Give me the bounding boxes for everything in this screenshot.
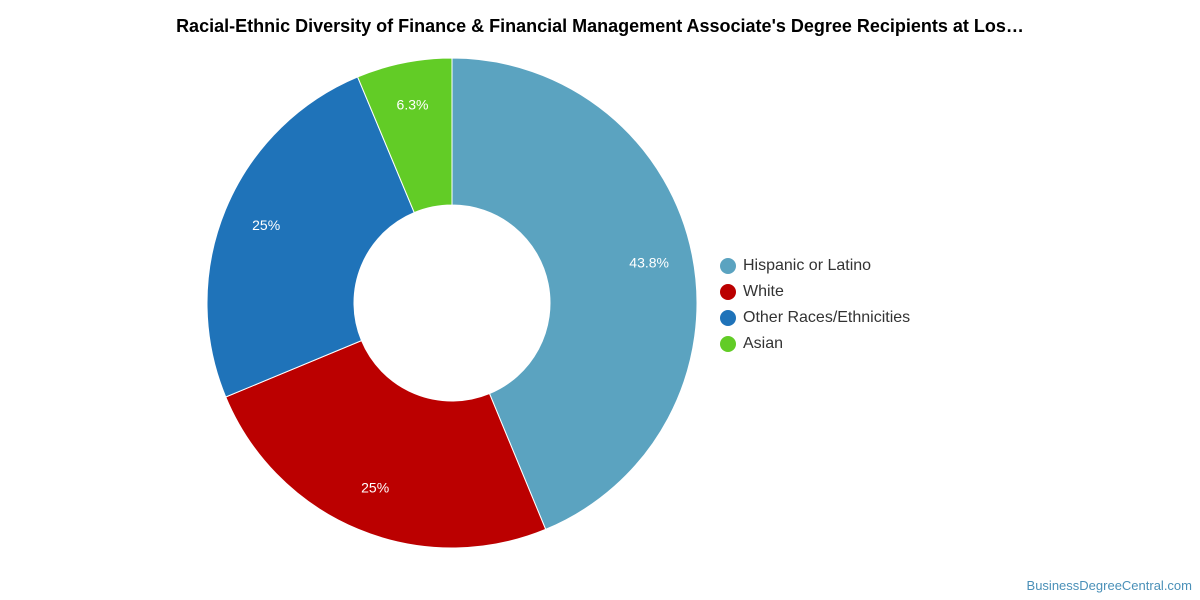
chart-legend: Hispanic or Latino White Other Races/Eth…: [720, 253, 910, 357]
data-label: 6.3%: [397, 97, 429, 113]
donut-slice-asian[interactable]: [356, 57, 453, 214]
legend-marker: [720, 284, 736, 300]
data-label: 25%: [361, 479, 389, 495]
legend-marker: [720, 258, 736, 274]
site-watermark[interactable]: BusinessDegreeCentral.com: [1026, 578, 1192, 593]
legend-item-asian[interactable]: Asian: [720, 331, 910, 357]
legend-label: White: [743, 283, 784, 300]
data-label: 43.8%: [629, 255, 669, 271]
legend-label: Other Races/Ethnicities: [743, 309, 911, 326]
donut-slice-hispanic-or-latino[interactable]: [451, 57, 698, 531]
legend-item-white[interactable]: White: [720, 279, 910, 305]
donut-slice-other-races-ethnicities[interactable]: [206, 76, 415, 398]
legend-item-hispanic-or-latino[interactable]: Hispanic or Latino: [720, 253, 910, 279]
donut-slice-white[interactable]: [225, 339, 547, 549]
legend-marker: [720, 336, 736, 352]
donut-slices: [206, 57, 698, 549]
data-label: 25%: [252, 217, 280, 233]
chart-title: Racial-Ethnic Diversity of Finance & Fin…: [176, 16, 1024, 36]
donut-data-labels: 43.8% 25% 25% 6.3%: [252, 97, 669, 496]
legend-marker: [720, 310, 736, 326]
legend-label: Asian: [743, 335, 784, 352]
legend-label: Hispanic or Latino: [743, 257, 872, 274]
legend-item-other-races-ethnicities[interactable]: Other Races/Ethnicities: [720, 305, 910, 331]
